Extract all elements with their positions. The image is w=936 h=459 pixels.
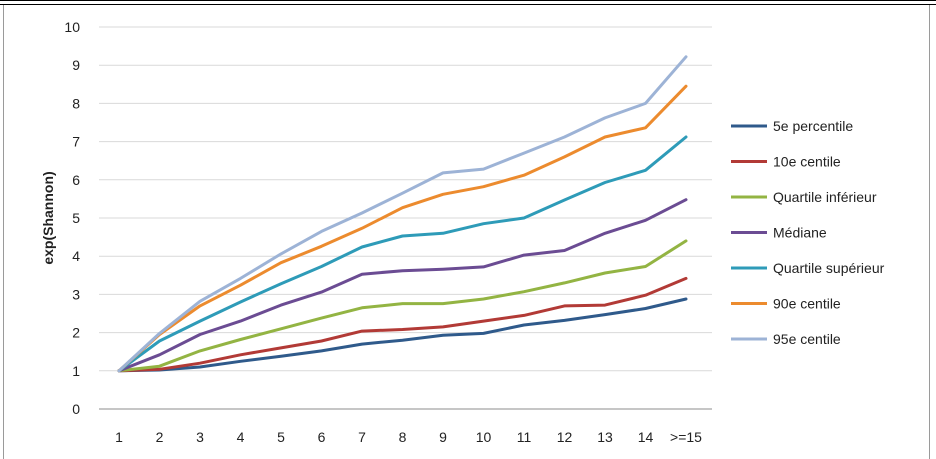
legend-label: 5e percentile xyxy=(773,118,853,134)
series-line-6 xyxy=(117,55,688,373)
x-tick-label: 3 xyxy=(196,429,204,445)
series-line-3 xyxy=(117,198,688,373)
chart-left-border xyxy=(3,5,4,459)
y-tick-label: 10 xyxy=(64,19,80,35)
y-axis-label: exp(Shannon) xyxy=(40,171,56,264)
x-tick-label: 11 xyxy=(517,429,532,445)
x-tick-label: 10 xyxy=(476,429,492,445)
window-top-border xyxy=(0,0,936,5)
series-line-4 xyxy=(117,135,688,373)
legend-label: Médiane xyxy=(773,225,827,241)
series-lines xyxy=(117,55,688,373)
x-tick-label: 14 xyxy=(638,429,654,445)
y-axis-tick-labels: 0 1 2 3 4 5 6 7 8 9 10 xyxy=(64,19,80,417)
y-tick-label: 0 xyxy=(72,401,80,417)
y-tick-label: 6 xyxy=(72,172,80,188)
x-tick-label: 1 xyxy=(115,429,123,445)
legend-label: 90e centile xyxy=(773,296,841,312)
x-tick-label: 7 xyxy=(358,429,366,445)
legend: 5e percentile 10e centile Quartile inférie… xyxy=(731,118,885,347)
x-tick-label: 2 xyxy=(156,429,164,445)
legend-label: Quartile supérieur xyxy=(773,260,885,276)
y-tick-label: 2 xyxy=(72,325,80,341)
grid-lines xyxy=(99,26,712,410)
x-tick-label: 5 xyxy=(277,429,285,445)
legend-label: Quartile inférieur xyxy=(773,189,877,205)
series-line-5 xyxy=(117,84,688,373)
y-tick-label: 3 xyxy=(72,286,80,302)
x-tick-label: 9 xyxy=(439,429,447,445)
y-tick-label: 8 xyxy=(72,95,80,111)
x-tick-label: 4 xyxy=(237,429,245,445)
y-tick-label: 4 xyxy=(72,248,80,264)
y-tick-label: 5 xyxy=(72,210,80,226)
series-line-1 xyxy=(117,276,688,373)
legend-label: 10e centile xyxy=(773,154,841,170)
x-tick-label: 12 xyxy=(557,429,573,445)
x-tick-label: 13 xyxy=(597,429,613,445)
x-axis-tick-labels: 1 2 3 4 5 6 7 8 9 10 11 12 13 14 >=15 xyxy=(115,429,702,445)
x-tick-label: >=15 xyxy=(670,429,702,445)
chart-right-border xyxy=(929,5,930,459)
y-tick-label: 7 xyxy=(72,134,80,150)
series-line-0 xyxy=(117,297,688,373)
legend-label: 95e centile xyxy=(773,331,841,347)
series-line-2 xyxy=(117,239,688,373)
y-tick-label: 9 xyxy=(72,57,80,73)
x-tick-label: 6 xyxy=(318,429,326,445)
x-tick-label: 8 xyxy=(399,429,407,445)
y-tick-label: 1 xyxy=(72,363,80,379)
